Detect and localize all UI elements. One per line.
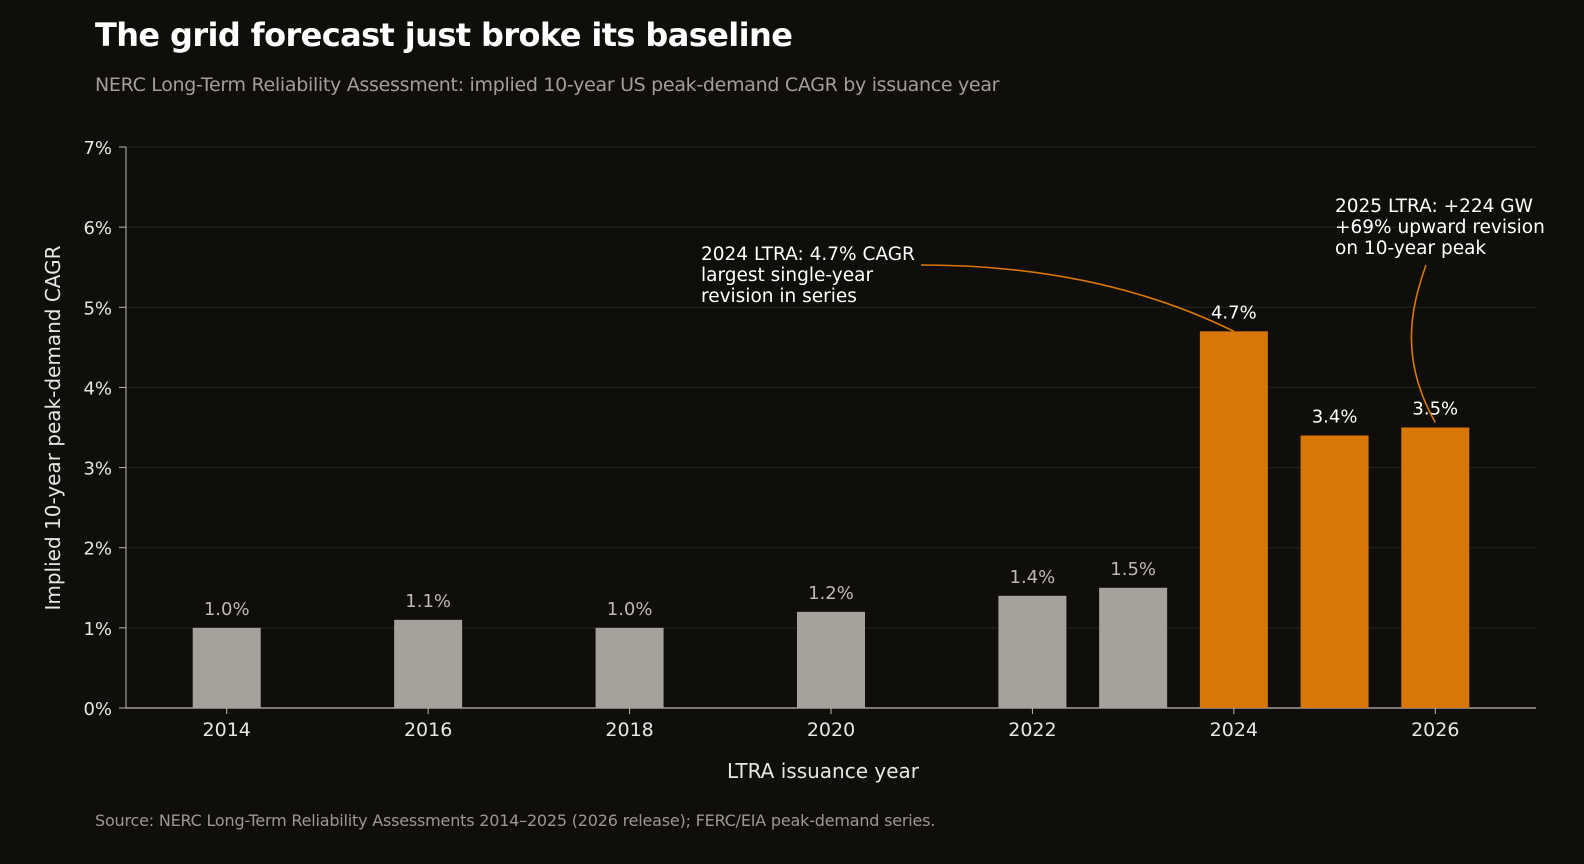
annotation-leader-line	[920, 264, 1235, 333]
value-label-2026: 3.5%	[1412, 399, 1458, 420]
x-tick-label: 2024	[1210, 719, 1258, 741]
x-tick-label: 2022	[1008, 719, 1056, 741]
annotation-2: 2025 LTRA: +224 GW+69% upward revisionon…	[1335, 196, 1545, 423]
y-tick-label: 3%	[83, 459, 112, 480]
value-label-2023: 1.5%	[1110, 559, 1156, 580]
y-axis-label: Implied 10-year peak-demand CAGR	[41, 245, 65, 610]
bars	[192, 331, 1470, 708]
annotation-leader-line	[1410, 264, 1436, 423]
annotation-line: 2024 LTRA: 4.7% CAGR	[701, 244, 915, 265]
value-label-2014: 1.0%	[204, 599, 250, 620]
source-note: Source: NERC Long-Term Reliability Asses…	[95, 811, 936, 830]
bar-2014	[192, 627, 261, 708]
value-label-2022: 1.4%	[1010, 567, 1056, 588]
value-label-2025: 3.4%	[1312, 407, 1358, 428]
annotation-line: largest single-year	[701, 265, 873, 286]
axes: 0% 1% 2% 3% 4% 5% 6% 7% 2014 2016 2018 2020 2022 2024…	[83, 138, 1536, 741]
bar-2023	[1099, 587, 1168, 708]
annotation-line: on 10-year peak	[1335, 238, 1486, 259]
y-tick-label: 6%	[83, 218, 112, 239]
value-labels: 1.0% 1.1% 1.0% 1.2% 1.4% 1.5% 4.7% 3.4% 3.5%	[204, 302, 1458, 620]
x-tick-label: 2026	[1411, 719, 1459, 741]
x-tick-label: 2016	[404, 719, 452, 741]
bar-2018	[595, 627, 664, 708]
x-axis-label: LTRA issuance year	[727, 759, 920, 783]
bar-2024	[1199, 331, 1268, 708]
y-tick-label: 2%	[83, 539, 112, 560]
x-tick-label: 2014	[203, 719, 251, 741]
y-tick-label: 7%	[83, 138, 112, 159]
bar-2022	[998, 595, 1067, 708]
bar-2026	[1401, 427, 1470, 708]
y-tick-label: 1%	[83, 619, 112, 640]
value-label-2020: 1.2%	[808, 583, 854, 604]
value-label-2024: 4.7%	[1211, 302, 1257, 323]
value-label-2016: 1.1%	[405, 591, 451, 612]
bar-2025	[1300, 435, 1369, 708]
annotation-line: +69% upward revision	[1335, 217, 1545, 238]
x-tick-label: 2020	[807, 719, 855, 741]
y-tick-label: 5%	[83, 298, 112, 319]
bar-2020	[797, 611, 865, 708]
value-label-2018: 1.0%	[607, 599, 653, 620]
y-tick-label: 4%	[83, 378, 112, 399]
chart-title: The grid forecast just broke its baselin…	[95, 16, 793, 54]
y-tick-label: 0%	[83, 699, 112, 720]
x-tick-label: 2018	[605, 719, 653, 741]
bar-2016	[394, 619, 463, 708]
annotation-line: revision in series	[701, 286, 857, 307]
chart-subtitle: NERC Long-Term Reliability Assessment: i…	[95, 74, 1000, 96]
annotation-line: 2025 LTRA: +224 GW	[1335, 196, 1533, 217]
